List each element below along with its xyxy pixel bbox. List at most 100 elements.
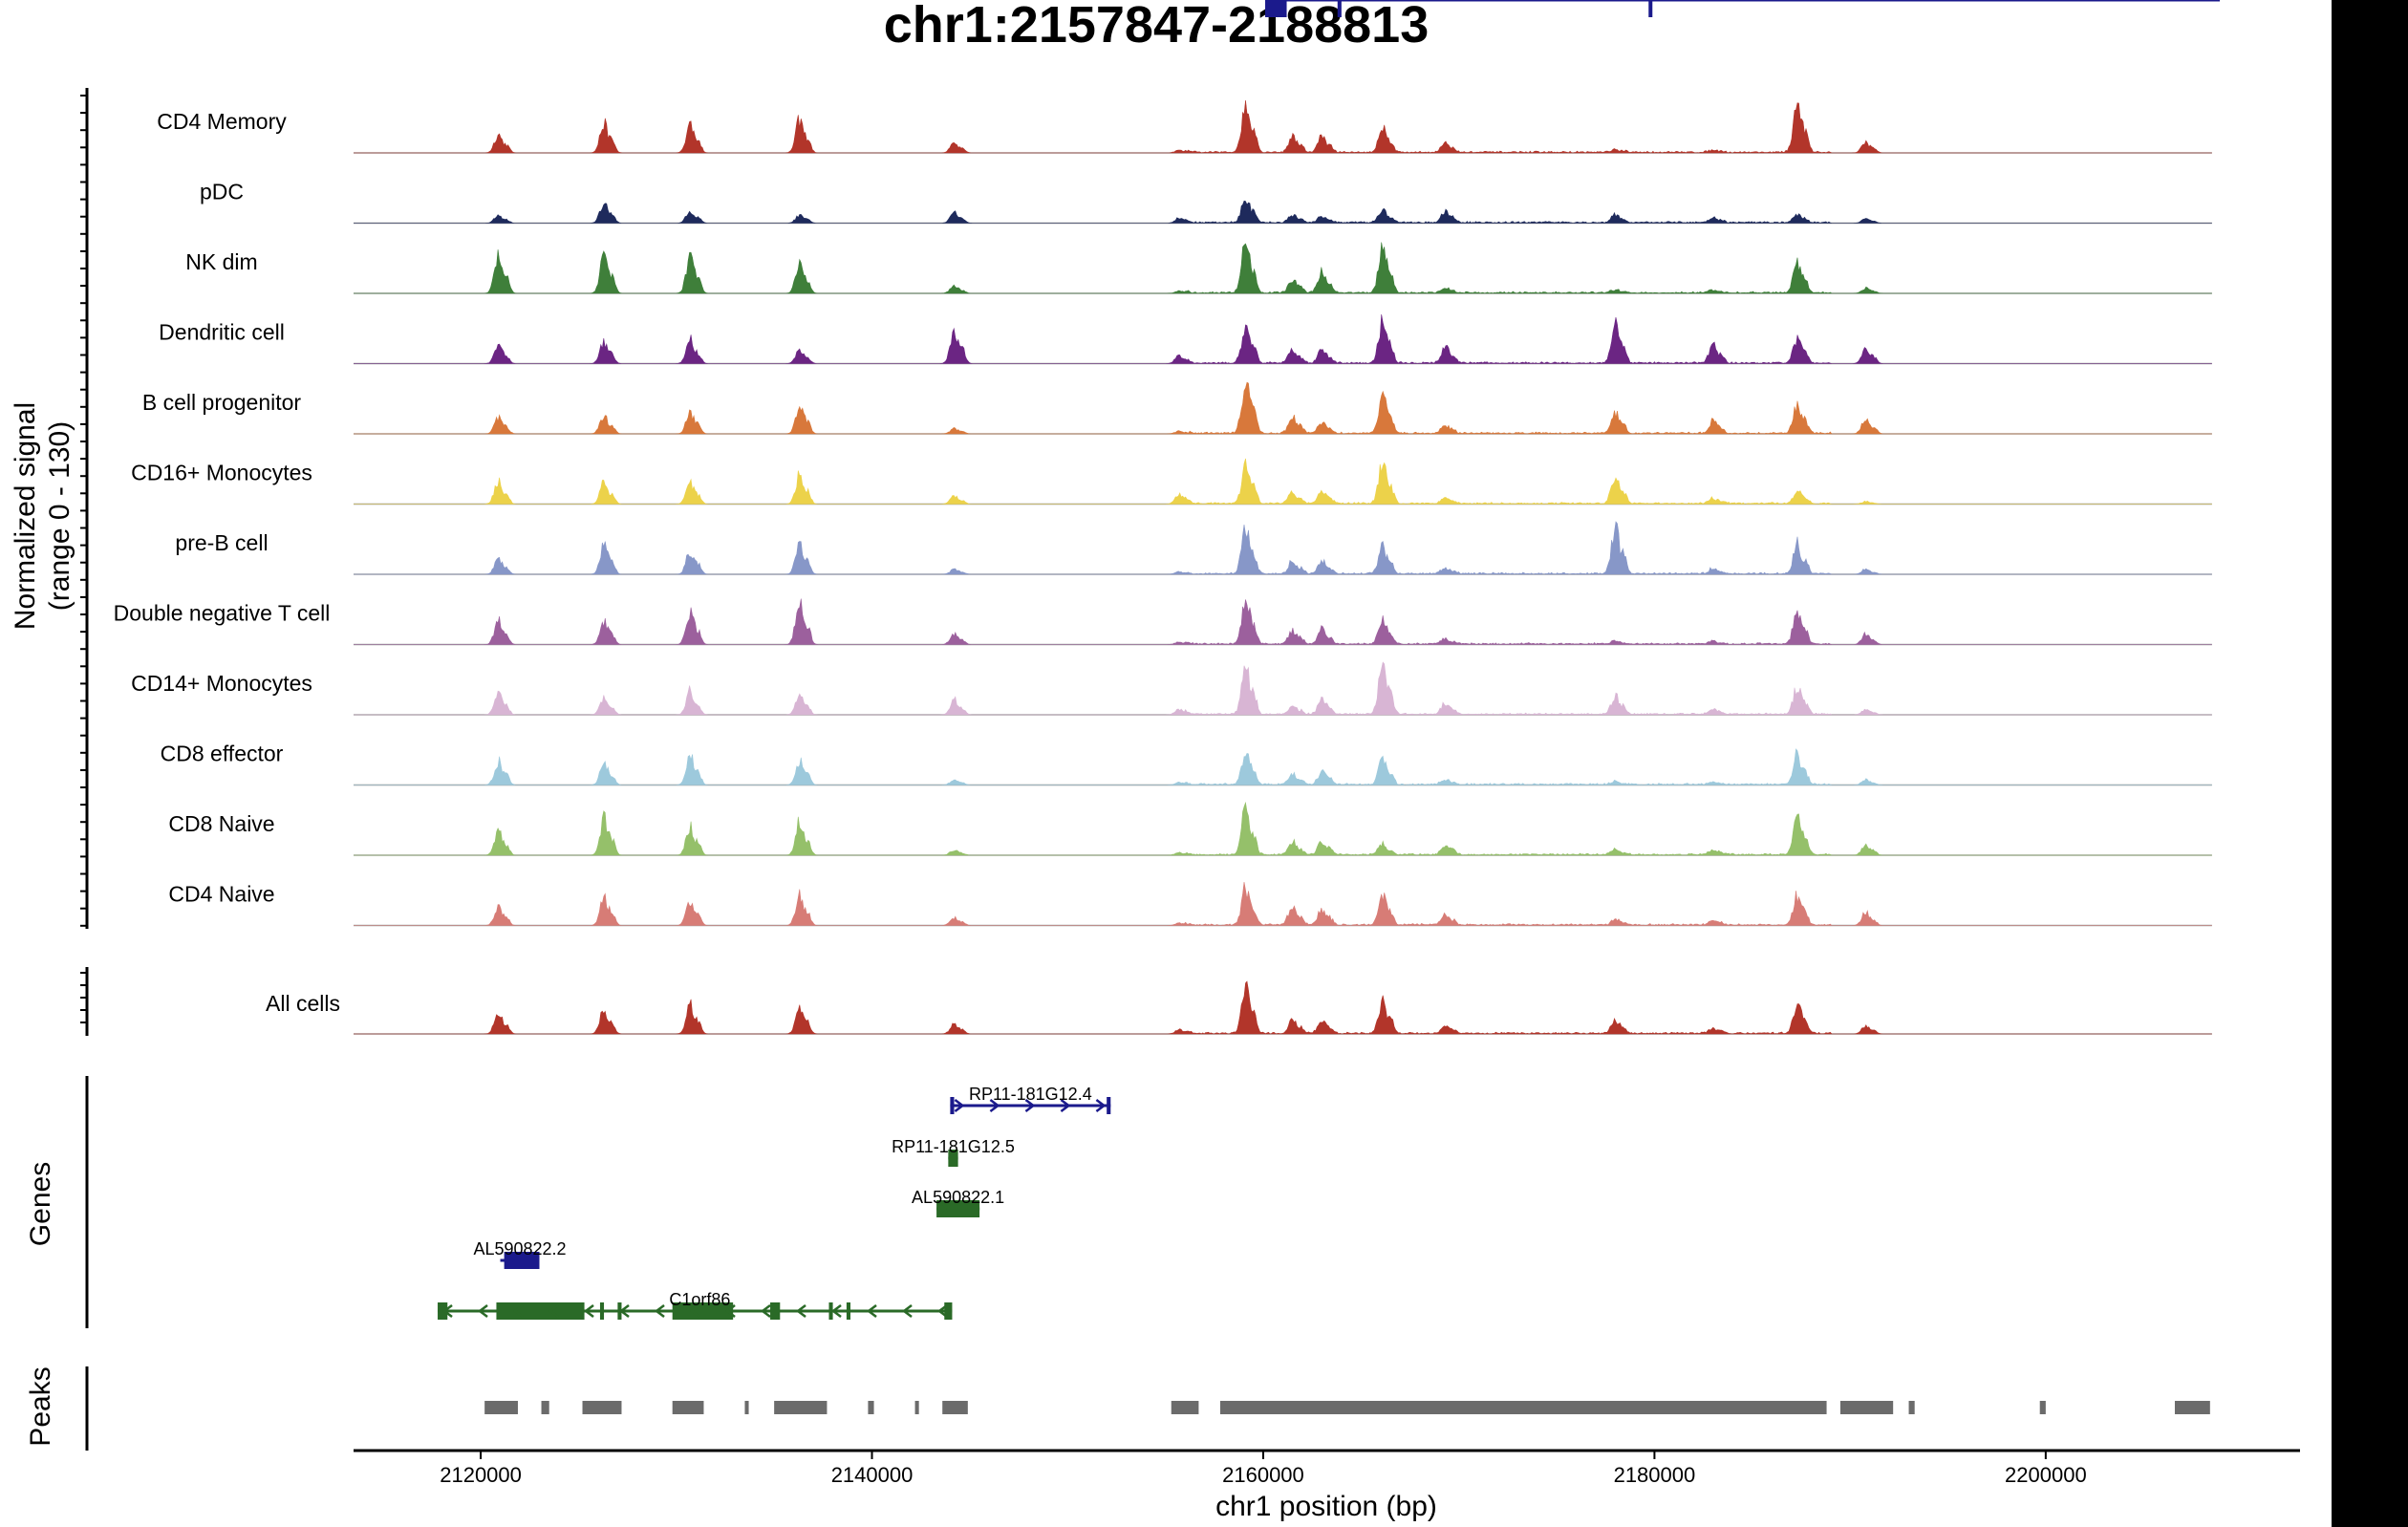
gene-strand-arrow xyxy=(954,1098,965,1113)
peaks-title: Peaks xyxy=(25,1366,56,1446)
peak-region xyxy=(1171,1401,1199,1414)
peak-region xyxy=(914,1401,919,1414)
genes-layer: RP11-181G12.4 RP11-181G12.5 AL590822.1 AL59… xyxy=(87,0,2221,1328)
gene-strand-arrow xyxy=(618,1304,630,1318)
peaks-layer xyxy=(85,1366,2210,1451)
gene-strand-arrow xyxy=(724,1304,736,1318)
gene-strand-arrow xyxy=(504,1254,515,1267)
gene-strand-arrow xyxy=(583,1304,594,1318)
track-label: B cell progenitor xyxy=(142,390,302,415)
coverage-plot: chr1:2157847-2188813 Normalized signal (… xyxy=(0,0,2300,1522)
track-signal xyxy=(354,242,2212,294)
track-label: NK dim xyxy=(185,249,257,274)
peak-region xyxy=(484,1401,518,1414)
gene-label: RP11-181G12.5 xyxy=(892,1137,1015,1156)
track-signal xyxy=(354,313,2212,364)
track-double-negative-t-cell: Double negative T cell xyxy=(114,598,2212,646)
gene-al590822-1: AL590822.1 xyxy=(912,1188,1004,1217)
gene-strand-arrow xyxy=(477,1304,488,1318)
y-axis-tracks xyxy=(80,88,89,1036)
track-signal xyxy=(354,661,2212,716)
track-label: CD14+ Monocytes xyxy=(131,671,312,696)
gene-rp11-181g12-4: RP11-181G12.4 xyxy=(950,1085,1111,1114)
gene-strand-arrow xyxy=(901,1304,913,1318)
gene-rp11-181g12-5: RP11-181G12.5 xyxy=(892,1137,1015,1167)
gene-exon xyxy=(504,1252,540,1269)
x-axis: 2120000 2140000 2160000 2180000 2200000 xyxy=(354,1449,2300,1487)
gene-exon xyxy=(770,1302,781,1320)
track-cd16-monocytes: CD16+ Monocytes xyxy=(131,458,2212,505)
peak-region xyxy=(744,1401,749,1414)
gene-label: SKI xyxy=(1729,0,1756,4)
gene-exon xyxy=(944,1302,953,1320)
gene-strand-arrow xyxy=(830,1304,842,1318)
gene-exon xyxy=(1648,0,1653,17)
gene-exon xyxy=(1265,0,1287,17)
track-cd14-monocytes: CD14+ Monocytes xyxy=(131,661,2212,716)
genes-title-group: Genes xyxy=(25,1162,56,1246)
gene-strand-arrow xyxy=(548,1304,559,1318)
gene-al590822-2: AL590822.2 xyxy=(473,1239,567,1269)
gene-strand-arrow xyxy=(654,1304,665,1318)
gene-exon xyxy=(846,1302,850,1320)
peak-region xyxy=(541,1401,549,1414)
chart-title: chr1:2157847-2188813 xyxy=(884,0,1429,54)
track-label: Dendritic cell xyxy=(159,320,285,345)
gene-c1orf86: C1orf86 xyxy=(438,1290,953,1320)
track-signal xyxy=(354,200,2212,224)
track-label: CD16+ Monocytes xyxy=(131,461,312,485)
gene-exon xyxy=(1107,1097,1111,1114)
peak-region xyxy=(582,1401,622,1414)
gene-exon xyxy=(950,1097,955,1114)
gene-strand-arrow xyxy=(795,1304,806,1318)
gene-strand-arrow xyxy=(512,1304,524,1318)
x-tick-label: 2120000 xyxy=(440,1463,522,1487)
x-tick-label: 2160000 xyxy=(1222,1463,1304,1487)
peak-region xyxy=(942,1401,968,1414)
track-signal xyxy=(354,748,2212,785)
track-signal xyxy=(354,801,2212,856)
plot-area: chr1:2157847-2188813 Normalized signal (… xyxy=(0,0,2300,1522)
peak-region xyxy=(2174,1401,2210,1414)
track-signal xyxy=(354,381,2212,435)
gene-label: C1orf86 xyxy=(669,1290,730,1309)
y-axis-title-group: Normalized signal (range 0 - 130) xyxy=(10,402,75,630)
track-signal xyxy=(354,521,2212,575)
track-b-cell-progenitor: B cell progenitor xyxy=(142,381,2212,435)
y-axis-range: (range 0 - 130) xyxy=(44,421,75,611)
gene-exon xyxy=(936,1200,980,1217)
track-dendritic-cell: Dendritic cell xyxy=(159,313,2212,365)
tracks-layer: CD4 Memory pDC NK dim Dendritic cell B cell … xyxy=(80,88,2212,1036)
track-label: pre-B cell xyxy=(175,530,268,555)
track-label: CD8 Naive xyxy=(168,811,274,836)
track-nk-dim: NK dim xyxy=(185,242,2212,294)
genes-title: Genes xyxy=(25,1162,56,1246)
track-pre-b-cell: pre-B cell xyxy=(175,521,2212,575)
right-edge-bar xyxy=(2332,0,2408,1527)
track-cd4-memory: CD4 Memory xyxy=(157,99,2212,154)
peak-region xyxy=(868,1401,874,1414)
track-signal xyxy=(354,99,2212,154)
track-all-cells: All cells xyxy=(266,980,2212,1035)
track-signal xyxy=(354,598,2212,645)
peak-region xyxy=(672,1401,704,1414)
peak-region xyxy=(2039,1401,2046,1414)
gene-strand-arrow xyxy=(866,1304,877,1318)
gene-ski: SKI xyxy=(1265,0,2221,17)
peak-region xyxy=(1839,1401,1894,1414)
track-cd8-effector: CD8 effector xyxy=(161,742,2212,786)
gene-exon xyxy=(599,1302,605,1320)
track-label: All cells xyxy=(266,991,340,1016)
gene-strand-arrow xyxy=(1024,1099,1036,1112)
track-label: CD4 Naive xyxy=(168,882,274,907)
track-label: CD4 Memory xyxy=(157,109,287,134)
y-axis-title: Normalized signal xyxy=(10,402,41,630)
track-cd4-naive: CD4 Naive xyxy=(168,882,2212,927)
peak-region xyxy=(1908,1401,1915,1414)
gene-label: AL590822.2 xyxy=(473,1239,566,1258)
gene-strand-arrow xyxy=(1095,1099,1107,1112)
gene-strand-arrow xyxy=(936,1304,948,1318)
x-tick-label: 2140000 xyxy=(831,1463,914,1487)
gene-strand-arrow xyxy=(940,1202,952,1215)
gene-label: AL590822.1 xyxy=(912,1188,1004,1207)
